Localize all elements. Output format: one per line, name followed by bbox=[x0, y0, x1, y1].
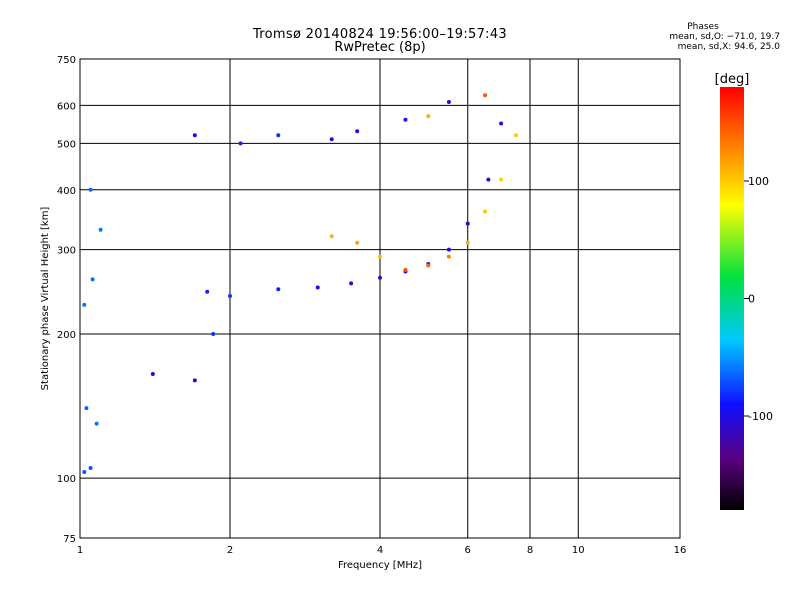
echo-point bbox=[150, 371, 155, 376]
echo-point bbox=[228, 294, 232, 299]
echo-point bbox=[192, 378, 197, 383]
echo-point bbox=[378, 275, 382, 280]
x-axis-label: Frequency [MHz] bbox=[338, 560, 422, 571]
echo-point bbox=[355, 129, 360, 134]
x-axis-ticks: 1 2 4 6 8 10 16 bbox=[77, 545, 687, 556]
colorbar-tick-label: -100 bbox=[748, 410, 773, 423]
echo-point bbox=[403, 267, 408, 272]
y-axis-label: Stationary phase Virtual Height [km] bbox=[40, 207, 51, 391]
x-tick-label: 8 bbox=[527, 545, 533, 556]
echo-point bbox=[446, 99, 451, 104]
echo-point bbox=[192, 133, 197, 138]
echo-point bbox=[426, 114, 431, 119]
echo-point bbox=[98, 227, 103, 232]
echo-point bbox=[329, 137, 334, 142]
phase-stats-heading: Phases bbox=[687, 22, 719, 32]
echo-point bbox=[88, 187, 93, 192]
colorbar bbox=[720, 87, 744, 510]
scatter-points bbox=[82, 93, 519, 475]
x-tick-label: 4 bbox=[377, 545, 383, 556]
plot-grid bbox=[80, 59, 680, 538]
y-tick-label: 750 bbox=[57, 55, 76, 66]
colorbar-tick-label: 100 bbox=[748, 175, 769, 188]
x-tick-label: 6 bbox=[465, 545, 471, 556]
echo-point bbox=[94, 421, 99, 426]
phase-stats-x: mean, sd,X: 94.6, 25.0 bbox=[677, 42, 780, 52]
echo-point bbox=[329, 234, 334, 239]
echo-point bbox=[88, 466, 93, 471]
x-tick-label: 10 bbox=[572, 545, 585, 556]
echo-point bbox=[90, 277, 95, 282]
echo-point bbox=[276, 287, 281, 292]
colorbar-label: [deg] bbox=[715, 72, 750, 87]
echo-point bbox=[378, 254, 382, 259]
chart-subtitle: RwPretec (8p) bbox=[334, 40, 426, 55]
plot-frame bbox=[79, 58, 681, 539]
y-tick-label: 300 bbox=[57, 246, 76, 257]
x-tick-label: 1 bbox=[77, 545, 83, 556]
x-tick-label: 16 bbox=[674, 545, 687, 556]
colorbar-tick-label: 0 bbox=[748, 293, 755, 306]
echo-point bbox=[403, 117, 408, 122]
echo-point bbox=[315, 285, 320, 290]
echo-point bbox=[276, 133, 281, 138]
echo-point bbox=[486, 177, 491, 182]
chart-title: Tromsø 20140824 19:56:00–19:57:43 bbox=[252, 27, 508, 42]
echo-point bbox=[205, 289, 210, 294]
echo-point bbox=[82, 470, 87, 475]
y-axis-ticks: 75 100 200 300 400 500 600 750 bbox=[57, 55, 76, 545]
echo-point bbox=[499, 121, 504, 126]
y-tick-label: 600 bbox=[57, 101, 76, 112]
colorbar-ticks: 100 0 -100 bbox=[744, 175, 773, 423]
echo-point bbox=[211, 331, 216, 336]
echo-point bbox=[349, 281, 354, 286]
echo-point bbox=[483, 209, 488, 214]
echo-point bbox=[238, 141, 243, 146]
y-tick-label: 200 bbox=[57, 330, 76, 341]
echo-point bbox=[84, 406, 89, 411]
y-tick-label: 100 bbox=[57, 474, 76, 485]
echo-point bbox=[465, 221, 470, 226]
echo-point bbox=[446, 247, 451, 252]
echo-point bbox=[499, 177, 504, 182]
x-tick-label: 2 bbox=[227, 545, 233, 556]
echo-point bbox=[483, 93, 488, 98]
echo-point bbox=[514, 133, 519, 138]
phase-stats-o: mean, sd,O: −71.0, 19.7 bbox=[669, 32, 780, 42]
echo-point bbox=[446, 254, 451, 259]
y-tick-label: 400 bbox=[57, 186, 76, 197]
phase-stats: Phases mean, sd,O: −71.0, 19.7 mean, sd,… bbox=[600, 22, 780, 52]
y-tick-label: 75 bbox=[63, 534, 76, 545]
echo-point bbox=[426, 263, 431, 268]
echo-point bbox=[355, 240, 360, 245]
echo-point bbox=[465, 240, 470, 245]
echo-point bbox=[82, 302, 87, 307]
y-tick-label: 500 bbox=[57, 139, 76, 150]
